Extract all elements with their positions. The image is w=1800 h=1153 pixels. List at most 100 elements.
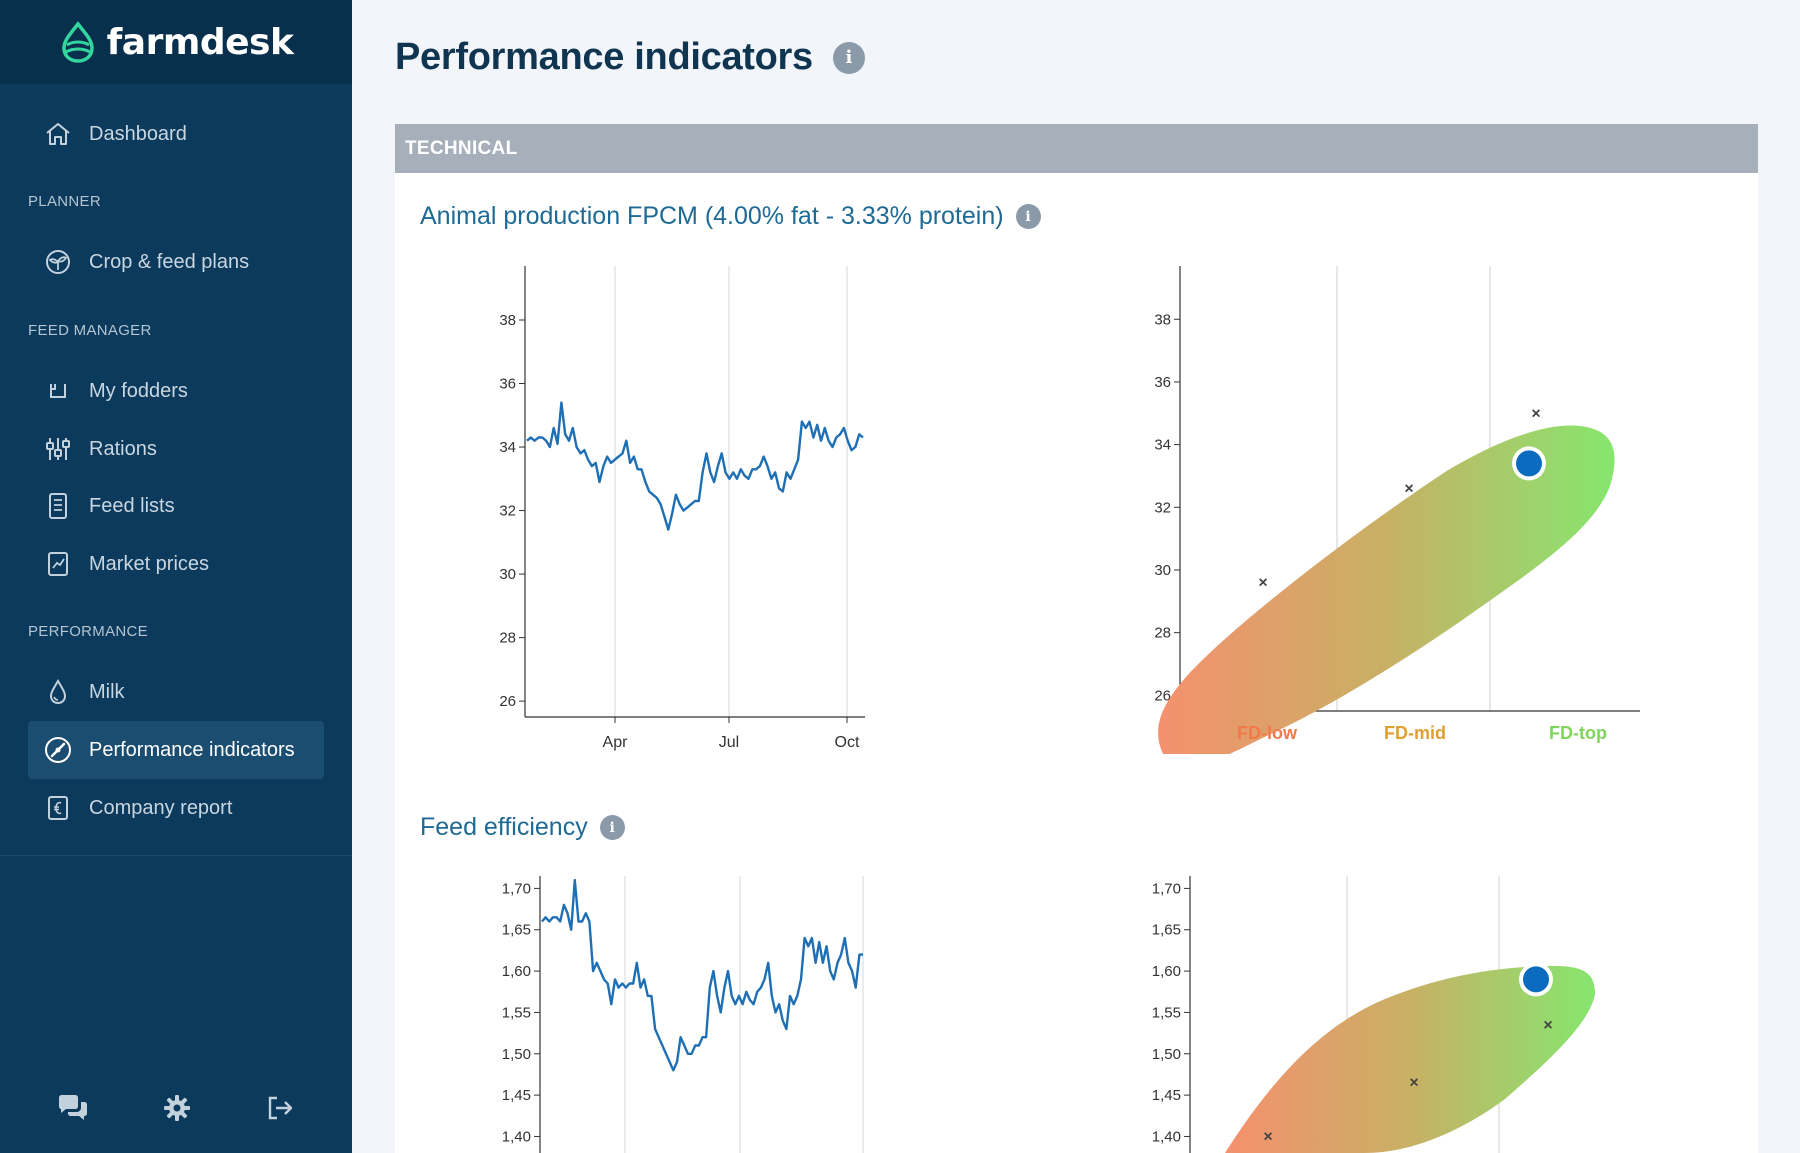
x-category-label: FD-low [1237,723,1298,743]
brand-name: farmdesk [106,21,294,63]
y-tick-label: 1,60 [502,963,531,980]
y-tick-label: 1,50 [1152,1046,1181,1063]
farm-marker [1516,450,1542,477]
sidebar-item-label: Company report [89,796,233,819]
chat-icon[interactable] [53,1090,93,1126]
section-label-planner: PLANNER [28,193,101,210]
benchmark-marker: × [1531,405,1540,422]
sidebar-item-label: Dashboard [89,122,187,145]
sidebar-item-my-fodders[interactable]: My fodders [28,362,324,420]
sidebar: farmdesk Dashboard PLANNER Crop & feed p… [0,0,352,1153]
chart-title-feed-efficiency: Feed efficiency i [420,813,625,842]
sidebar-item-label: Feed lists [89,494,175,517]
y-tick-label: 28 [499,630,516,647]
y-tick-label: 1,45 [1152,1087,1181,1104]
x-tick-label: Oct [835,734,860,751]
y-tick-label: 1,70 [502,880,531,897]
y-tick-label: 1,45 [502,1087,531,1104]
y-tick-label: 1,65 [502,922,531,939]
y-tick-label: 1,55 [502,1004,531,1021]
sidebar-item-label: Rations [89,437,157,460]
farm-marker [1523,966,1549,993]
section-label-feed-manager: FEED MANAGER [28,322,152,339]
list-icon [42,490,74,522]
page-header: Performance indicators i [395,36,865,79]
sidebar-item-market-prices[interactable]: Market prices [28,535,324,593]
x-category-label: FD-top [1549,723,1607,743]
y-tick-label: 1,60 [1152,963,1181,980]
sidebar-item-label: My fodders [89,379,188,402]
section-label-performance: PERFORMANCE [28,623,148,640]
y-tick-label: 26 [499,693,516,710]
sidebar-item-label: Crop & feed plans [89,250,250,273]
sidebar-item-milk[interactable]: Milk [28,663,324,721]
y-tick-label: 34 [499,439,516,456]
y-tick-label: 34 [1154,437,1171,454]
data-line [541,878,863,1072]
y-tick-label: 30 [499,566,516,583]
y-tick-label: 28 [1154,625,1171,642]
logout-icon[interactable] [260,1090,300,1126]
milk-drop-icon [42,676,74,708]
fpcm-line-chart: 38363432302826AprJulOctJan 202 [499,266,865,751]
benchmark-marker: × [1404,481,1413,498]
y-tick-label: 1,40 [502,1128,531,1145]
chart-title-text: Feed efficiency [420,813,588,841]
y-tick-label: 32 [499,503,516,520]
sliders-icon [42,433,74,465]
y-tick-label: 32 [1154,499,1171,516]
y-tick-label: 1,50 [502,1046,531,1063]
y-tick-label: 38 [499,312,516,329]
benchmark-marker: × [1263,1128,1272,1145]
y-tick-label: 1,70 [1152,880,1181,897]
info-icon[interactable]: i [1015,204,1041,229]
benchmark-area [1158,425,1615,754]
trend-chart-icon [42,548,74,580]
benchmark-area [1225,966,1595,1153]
bucket-icon [42,375,74,407]
home-icon [42,118,74,150]
sidebar-item-company-report[interactable]: Company report [28,779,324,837]
feed-efficiency-benchmark-chart: 1,70 1,65 1,60 1,55 1,50 1,45 1,40 × × × [1152,876,1595,1153]
benchmark-marker: × [1258,575,1267,592]
data-line [526,401,864,531]
gear-icon[interactable] [157,1090,197,1126]
sidebar-item-label: Performance indicators [89,738,295,761]
technical-panel: TECHNICAL Animal production FPCM (4.00% … [395,124,1758,1153]
sidebar-item-crop-feed-plans[interactable]: Crop & feed plans [28,233,324,291]
feed-efficiency-line-chart: 1,70 1,65 1,60 1,55 1,50 1,45 1,40 [502,876,864,1153]
sidebar-item-label: Market prices [89,552,210,575]
benchmark-marker: × [1543,1017,1552,1034]
y-tick-label: 1,55 [1152,1004,1181,1021]
y-tick-label: 30 [1154,562,1171,579]
y-tick-label: 26 [1154,687,1171,704]
sidebar-item-dashboard[interactable]: Dashboard [28,105,324,163]
x-tick-label: Apr [603,734,629,751]
sidebar-item-label: Milk [89,680,125,703]
y-tick-label: 1,65 [1152,922,1181,939]
sidebar-item-performance-indicators[interactable]: Performance indicators [28,721,324,779]
x-category-label: FD-mid [1384,723,1446,743]
info-icon[interactable]: i [832,41,865,74]
fpcm-benchmark-chart: 38 36 34 32 30 28 26 × × × FD-low FD-mid FD-top [1154,266,1640,754]
y-tick-label: 38 [1154,311,1171,328]
page-title: Performance indicators [395,36,813,78]
panel-header-label: TECHNICAL [405,137,518,159]
euro-report-icon [42,792,74,824]
sidebar-divider [0,855,352,856]
gauge-icon [42,734,74,766]
brand[interactable]: farmdesk [0,0,352,84]
sidebar-item-feed-lists[interactable]: Feed lists [28,477,324,535]
y-tick-label: 36 [499,376,516,393]
sidebar-item-rations[interactable]: Rations [28,420,324,478]
y-tick-label: 36 [1154,374,1171,391]
x-tick-label: Jul [719,734,739,751]
farmdesk-logo-icon [61,21,94,63]
panel-header: TECHNICAL [395,124,1758,173]
chart-title-fpcm: Animal production FPCM (4.00% fat - 3.33… [420,202,1041,231]
y-tick-label: 1,40 [1152,1128,1181,1145]
chart-title-text: Animal production FPCM (4.00% fat - 3.33… [420,202,1004,230]
plant-icon [42,246,74,278]
benchmark-marker: × [1409,1075,1418,1092]
info-icon[interactable]: i [599,815,625,840]
